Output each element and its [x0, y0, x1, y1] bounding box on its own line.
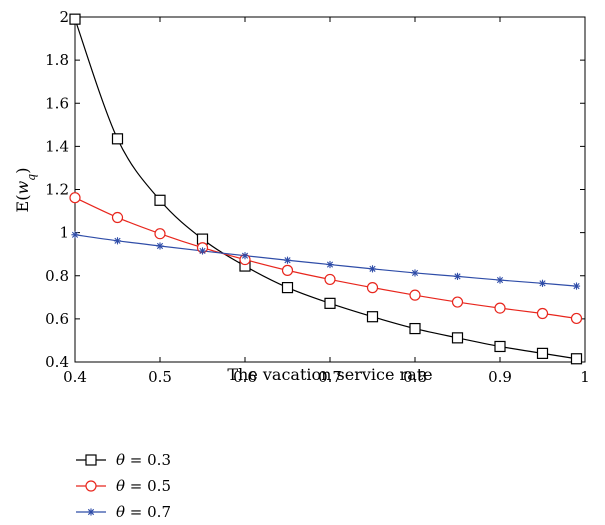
- x-tick-label: 0.6: [233, 368, 257, 386]
- data-point-series-2: [570, 312, 583, 325]
- y-axis-title-base: E(: [13, 195, 32, 213]
- data-point-series-2: [324, 273, 336, 286]
- y-tick-label: 1: [59, 224, 69, 242]
- data-point-series-2: [111, 211, 124, 224]
- y-tick-label: 2: [59, 8, 69, 26]
- data-point-series-1: [409, 322, 421, 335]
- x-tick-label: 0.8: [403, 368, 427, 386]
- data-point-series-2: [536, 307, 549, 320]
- y-axis-title-w: w: [13, 181, 32, 195]
- data-point-series-1: [154, 194, 166, 206]
- data-point-series-3: [496, 276, 504, 284]
- data-point-series-3: [368, 265, 377, 273]
- data-point-series-3: [538, 279, 547, 287]
- y-axis-title: E(wq): [13, 168, 38, 213]
- data-point-series-1: [570, 353, 583, 365]
- y-tick-label: 1.6: [45, 94, 69, 112]
- data-point-series-1: [494, 340, 506, 353]
- data-point-series-2: [409, 289, 421, 301]
- data-point-series-1: [324, 297, 336, 309]
- data-point-series-3: [241, 252, 249, 260]
- data-point-series-1: [366, 311, 379, 323]
- legend-label: θ = 0.7: [116, 503, 171, 521]
- data-point-series-3: [283, 256, 292, 264]
- data-point-series-3: [71, 231, 79, 239]
- legend-item-1: θ = 0.3: [76, 451, 171, 469]
- data-point-series-1: [536, 347, 549, 359]
- data-point-series-3: [453, 272, 462, 280]
- legend-marker: [85, 454, 97, 466]
- x-tick-label: 0.9: [488, 368, 512, 386]
- data-point-series-2: [281, 264, 294, 276]
- legend-item-3: θ = 0.7: [76, 503, 171, 521]
- y-axis-title-sub: q: [25, 174, 38, 181]
- x-tick-label: 0.4: [63, 368, 87, 386]
- legend: θ = 0.3 θ = 0.5 θ = 0.7: [76, 451, 171, 521]
- data-point-series-2: [154, 228, 166, 240]
- data-point-series-3: [326, 260, 334, 269]
- y-axis-title-close: ): [13, 168, 32, 174]
- y-tick-label: 0.4: [45, 353, 69, 371]
- legend-marker: [87, 508, 95, 516]
- data-point-series-1: [451, 332, 464, 344]
- x-axis-title: The vacation service rate: [227, 365, 432, 384]
- data-point-series-2: [366, 282, 379, 294]
- x-tick-label: 0.7: [318, 368, 342, 386]
- data-point-series-3: [156, 242, 164, 250]
- legend-label: θ = 0.3: [116, 451, 171, 469]
- data-point-series-2: [451, 296, 464, 308]
- data-point-series-1: [69, 13, 81, 25]
- x-tick-label: 1: [580, 368, 590, 386]
- x-tick-label: 0.5: [148, 368, 172, 386]
- data-point-series-3: [198, 247, 207, 255]
- y-tick-label: 1.2: [45, 181, 69, 199]
- y-tick-label: 1.8: [45, 51, 69, 69]
- y-tick-label: 1.4: [45, 137, 69, 155]
- series-markers: [69, 13, 583, 365]
- data-point-series-1: [281, 282, 294, 294]
- y-tick-label: 0.8: [45, 267, 69, 285]
- data-point-series-2: [69, 192, 81, 204]
- data-point-series-3: [411, 269, 419, 277]
- legend-marker: [85, 480, 97, 492]
- legend-item-2: θ = 0.5: [76, 477, 171, 495]
- data-point-series-1: [111, 133, 124, 145]
- ticks: 0.4 0.5 0.6 0.7 0.8 0.9 1 0.4 0.6 0.8 1 1.2 1.4 1.6 1.…: [45, 8, 590, 386]
- data-point-series-2: [494, 302, 506, 314]
- legend-label: θ = 0.5: [116, 477, 171, 495]
- data-point-series-3: [572, 282, 581, 290]
- data-point-series-3: [113, 237, 122, 245]
- y-tick-label: 0.6: [45, 310, 69, 328]
